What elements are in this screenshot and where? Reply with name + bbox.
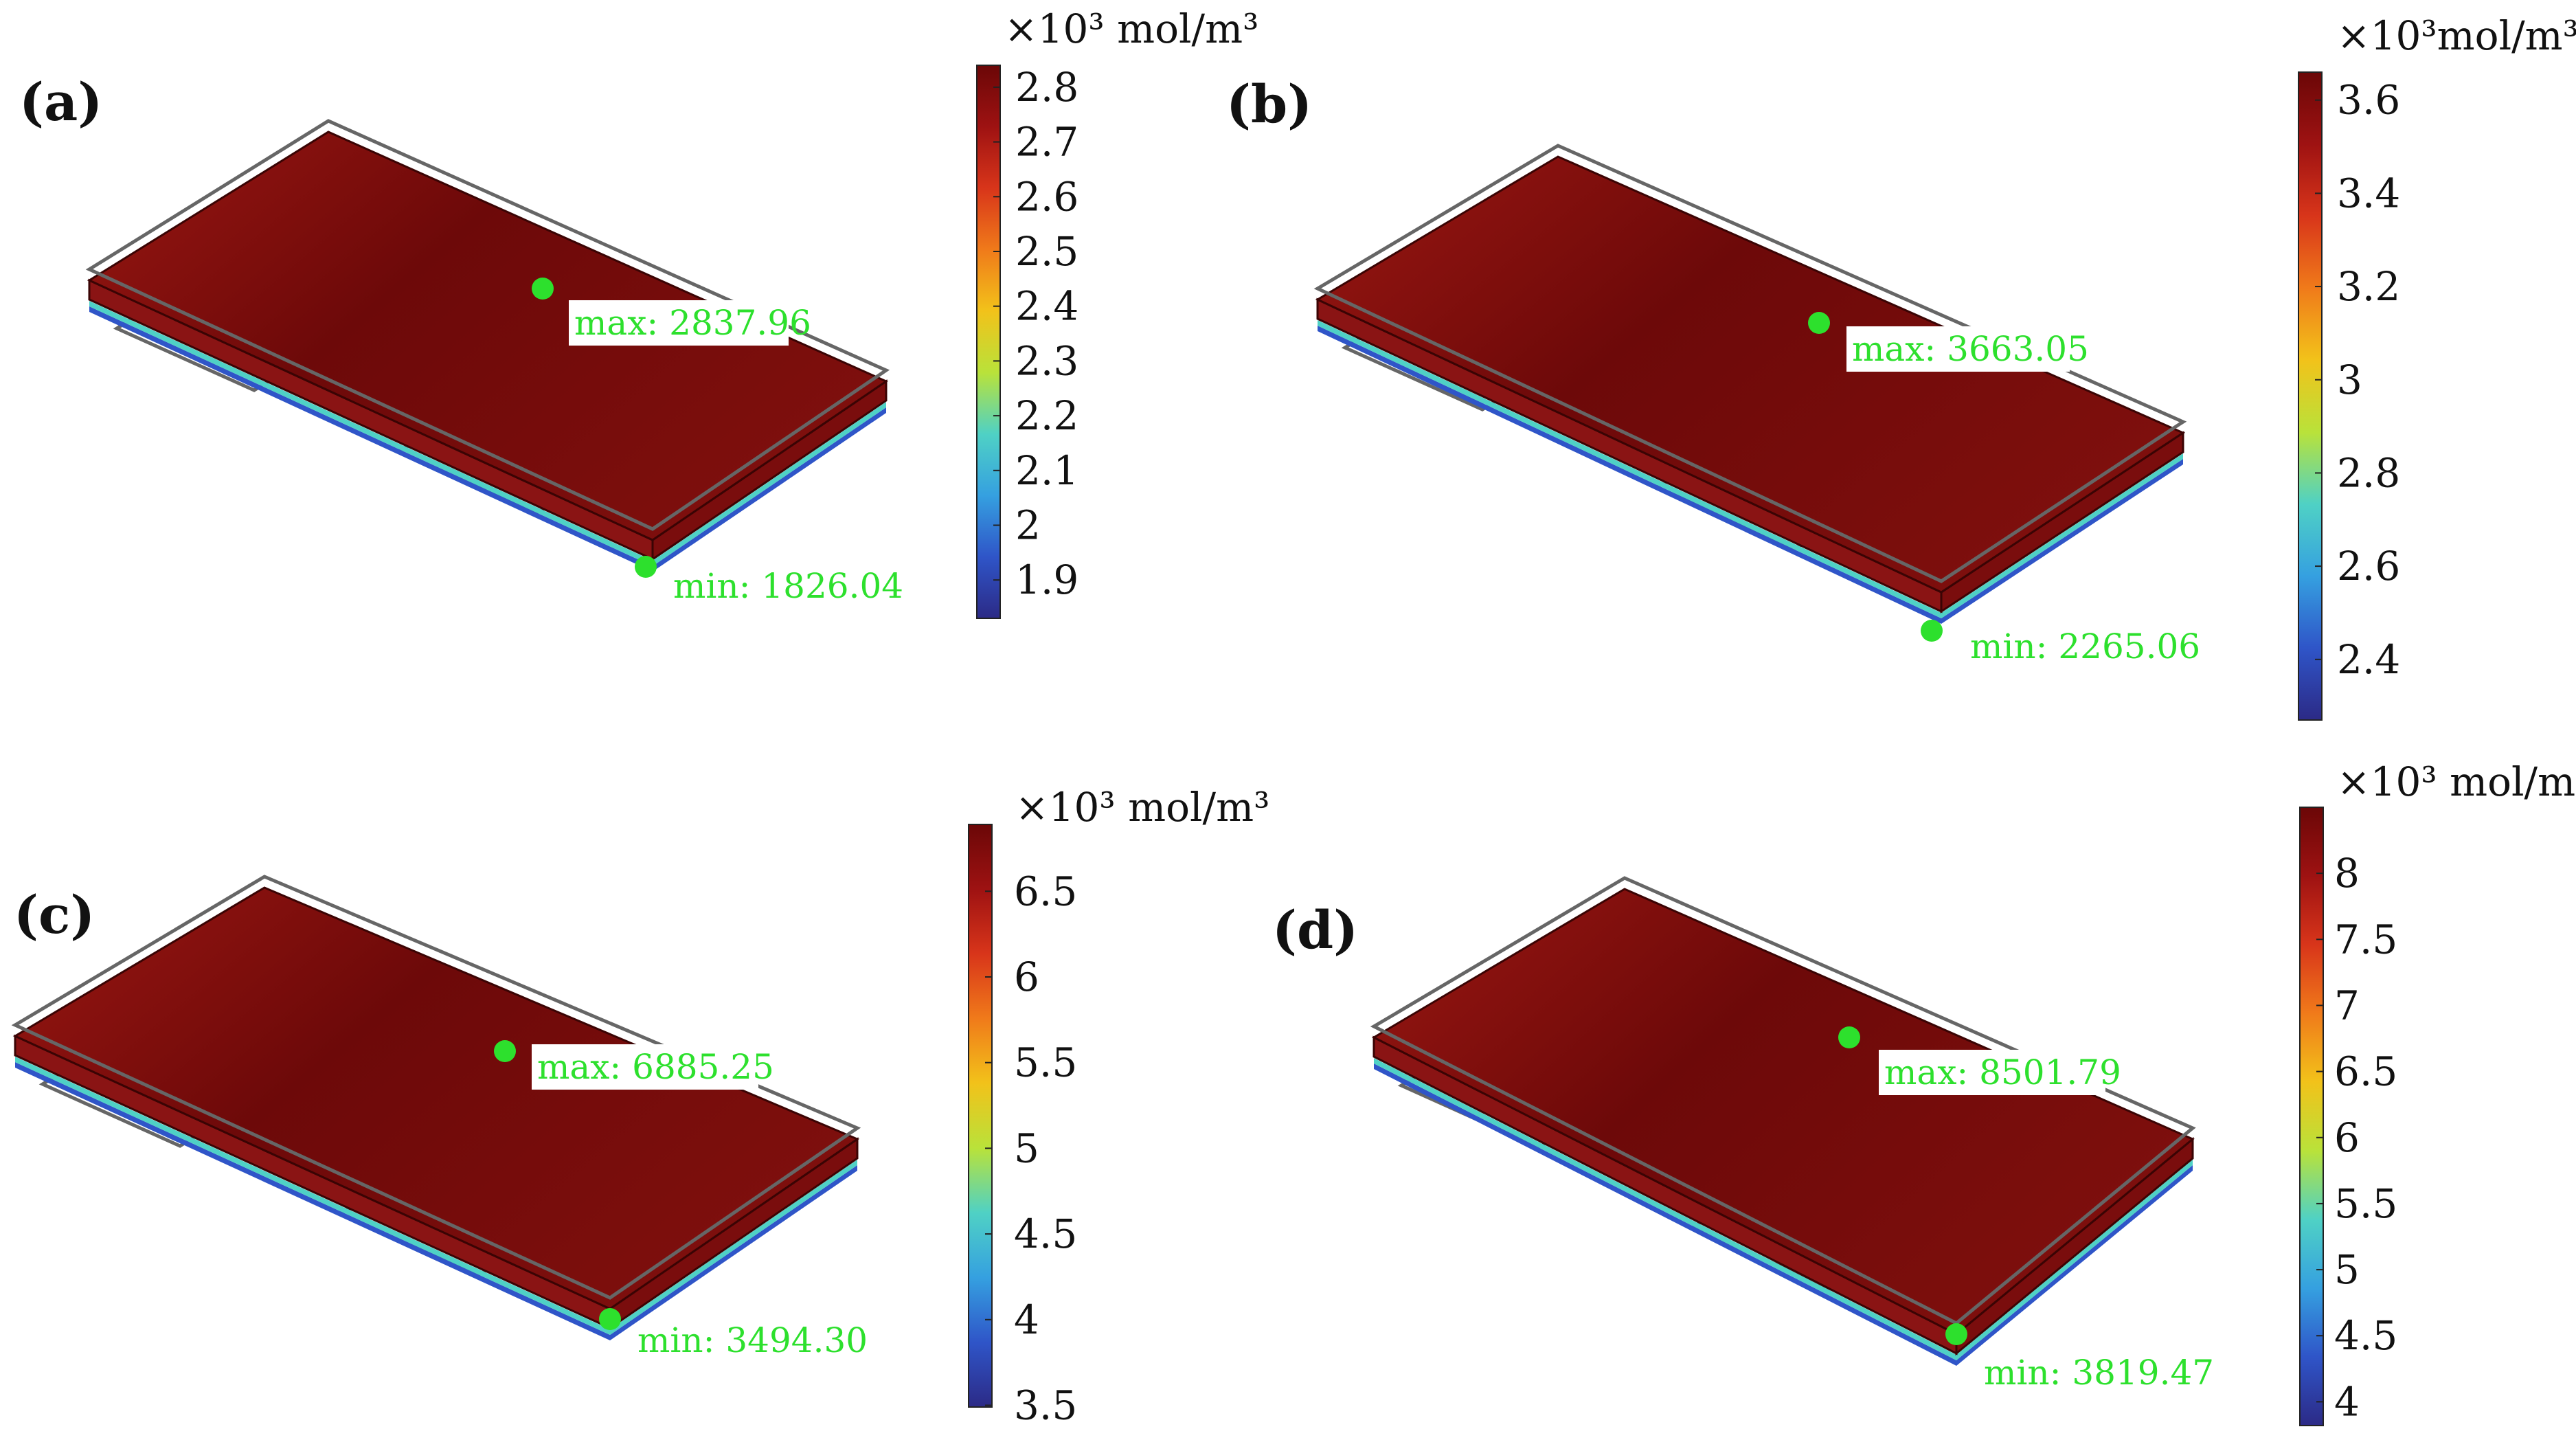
colorbar-unit: ×10³ mol/m³ — [1015, 784, 1269, 831]
colorbar-gradient — [976, 65, 1001, 619]
colorbar-tick-label: 8 — [2334, 850, 2360, 897]
colorbar-gradient — [2298, 71, 2323, 721]
colorbar-tick-label: 4 — [1014, 1296, 1039, 1343]
colorbar-tick-label: 6 — [1014, 954, 1039, 1000]
colorbar: ×10³mol/m³ 3.6 3.4 3.2 3 2.8 2.6 2.4 — [2298, 12, 2576, 721]
max-label: max: 2837.96 — [574, 303, 811, 343]
colorbar-tick-label: 5.5 — [2334, 1180, 2397, 1227]
min-label: min: 1826.04 — [673, 566, 903, 606]
max-label-box — [532, 1044, 758, 1090]
electrode-top-face — [12, 886, 860, 1310]
colorbar-tick-label: 5.5 — [1014, 1039, 1077, 1086]
max-probe-dot — [1808, 312, 1830, 334]
min-probe-dot — [635, 556, 657, 578]
domain-outline — [11, 875, 861, 1300]
colorbar: ×10³ mol/m³ 8 7.5 7 6.5 6 5.5 5 4.5 4 — [2299, 758, 2576, 1426]
colorbar-tick-label: 4.5 — [1014, 1211, 1077, 1257]
panel-label: (b) — [1226, 74, 1312, 135]
domain-outline — [1370, 876, 2196, 1325]
electrode-top-face — [87, 131, 889, 541]
colorbar-tick-label: 3.6 — [2337, 77, 2400, 124]
max-label: max: 8501.79 — [1884, 1053, 2121, 1092]
colorbar-tick-label: 2.3 — [1015, 337, 1078, 384]
min-probe-dot — [599, 1308, 621, 1330]
min-probe-dot — [1921, 620, 1943, 642]
colorbar-tick-label: 5 — [1014, 1125, 1039, 1171]
min-label: min: 3494.30 — [637, 1320, 868, 1360]
panel-label: (d) — [1272, 899, 1358, 960]
domain-outline — [85, 119, 890, 531]
colorbar-gradient — [968, 824, 993, 1408]
colorbar-unit: ×10³ mol/m³ — [2337, 758, 2576, 805]
colorbar-tick-label: 2.8 — [2337, 449, 2400, 496]
colorbar-tick-label: 4 — [2334, 1378, 2360, 1425]
colorbar-tick-label: 3 — [2337, 357, 2362, 403]
colorbar-tick-label: 2.4 — [1015, 283, 1078, 330]
max-label: max: 3663.05 — [1852, 329, 2089, 369]
colorbar-tick-label: 2.8 — [1015, 64, 1078, 111]
colorbar-tick-label: 3.2 — [2337, 263, 2400, 310]
colorbar-tick-label: 2.2 — [1015, 392, 1078, 439]
colorbar-tick-label: 4.5 — [2334, 1312, 2397, 1359]
colorbar-tick-label: 6.5 — [2334, 1048, 2397, 1095]
max-probe-dot — [1838, 1026, 1860, 1048]
panel-b: (b) max: 3663.05 min: 2265.06 ×10³mol/m³ 3.6… — [1226, 12, 2576, 721]
colorbar-tick-label: 5 — [2334, 1246, 2360, 1293]
min-label: min: 2265.06 — [1970, 627, 2200, 666]
electrode-top-face — [1315, 155, 2186, 594]
colorbar-tick-label: 7.5 — [2334, 916, 2397, 963]
max-label-box — [1879, 1050, 2105, 1095]
colorbar-tick-label: 6.5 — [1014, 868, 1077, 914]
min-probe-dot — [1945, 1323, 1967, 1345]
colorbar-tick-label: 2.6 — [1015, 173, 1078, 220]
max-label-box — [1846, 326, 2070, 372]
colorbar-tick-label: 2.4 — [2337, 636, 2400, 683]
max-probe-dot — [494, 1040, 516, 1062]
electrode-top-face — [1371, 888, 2195, 1336]
colorbar-tick-label: 2 — [1015, 502, 1041, 549]
colorbar-unit: ×10³mol/m³ — [2337, 12, 2576, 59]
colorbar-tick-label: 2.5 — [1015, 228, 1078, 275]
max-label: max: 6885.25 — [537, 1047, 774, 1087]
max-probe-dot — [532, 278, 554, 300]
colorbar-tick-label: 2.1 — [1015, 447, 1078, 494]
panel-label: (c) — [14, 884, 95, 945]
colorbar-tick-label: 1.9 — [1015, 556, 1078, 603]
panel-label: (a) — [19, 71, 102, 133]
panel-a: (a) max: 2837.96 min: 1826.04 ×10³ mol/m³ 2.… — [19, 5, 1258, 619]
panel-c: (c) max: 6885.25 min: 3494.30 ×10³ mol/m³ 6.… — [11, 784, 1269, 1429]
colorbar-tick-label: 3.5 — [1014, 1382, 1077, 1429]
colorbar-gradient — [2299, 807, 2324, 1426]
colorbar-tick-label: 7 — [2334, 982, 2360, 1028]
colorbar-tick-label: 3.4 — [2337, 170, 2400, 216]
min-label: min: 3819.47 — [1984, 1353, 2214, 1393]
colorbar-tick-label: 2.7 — [1015, 119, 1078, 166]
colorbar: ×10³ mol/m³ 2.8 2.7 2.6 2.5 2.4 2.3 2.2 2.1 2 1.9 — [976, 5, 1258, 619]
max-label-box — [569, 300, 789, 346]
colorbar-unit: ×10³ mol/m³ — [1004, 5, 1258, 52]
colorbar: ×10³ mol/m³ 6.5 6 5.5 5 4.5 4 3.5 — [968, 784, 1269, 1429]
domain-outline — [1313, 144, 2187, 583]
panel-d: (d) max: 8501.79 min: 3819.47 ×10³ mol/m³ 8 7… — [1272, 758, 2576, 1426]
colorbar-tick-label: 2.6 — [2337, 543, 2400, 589]
colorbar-tick-label: 6 — [2334, 1114, 2360, 1161]
